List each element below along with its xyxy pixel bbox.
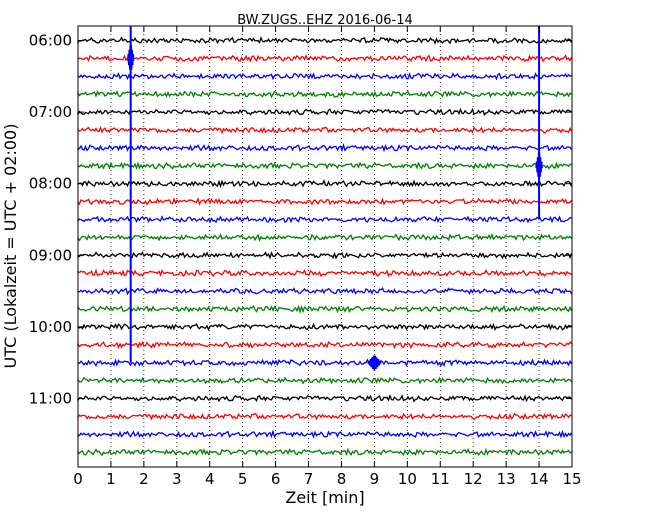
trace-line [77,35,573,45]
trace-line [77,142,573,153]
grid-lines [110,26,540,467]
trace-line [77,287,573,296]
y-tick-label: 10:00 [29,318,72,336]
trace-line [77,250,573,260]
y-tick-label: 08:00 [29,175,72,193]
x-tick-label: 8 [337,470,347,488]
trace-line [77,447,572,457]
trace-line [77,179,573,189]
x-tick-label: 0 [73,470,83,488]
x-axis-label: Zeit [min] [285,488,364,507]
trace-line [77,54,573,63]
x-tick-label: 3 [172,470,182,488]
x-axis: 0 1 2 3 4 5 6 7 8 9 10 11 12 13 14 15 [73,26,582,488]
x-tick-label: 5 [238,470,248,488]
x-tick-label: 1 [106,470,116,488]
x-tick-label: 6 [271,470,281,488]
event-burst [367,355,382,371]
event-burst [535,152,543,182]
x-tick-label: 15 [562,470,581,488]
trace-line [77,429,573,439]
event-burst [126,45,135,74]
chart-title: BW.ZUGS..EHZ 2016-06-14 [237,13,413,28]
y-tick-label: 06:00 [29,32,72,50]
x-tick-label: 10 [398,470,417,488]
trace-line [77,412,572,421]
trace-line [77,340,572,350]
trace-series [77,35,573,457]
x-tick-label: 12 [464,470,483,488]
x-tick-label: 13 [497,470,516,488]
x-tick-label: 11 [431,470,450,488]
trace-line [77,232,573,242]
trace-line [77,161,572,170]
x-tick-label: 2 [139,470,149,488]
trace-line [77,358,573,368]
y-axis-label: UTC (Lokalzeit = UTC + 02:00) [1,124,20,369]
y-axis: 06:00 07:00 08:00 09:00 10:00 11:00 [29,32,572,408]
y-tick-label: 11:00 [29,390,72,408]
x-tick-label: 7 [304,470,314,488]
trace-line [77,376,573,385]
trace-line [77,215,572,224]
x-tick-label: 9 [370,470,380,488]
trace-line [77,90,572,99]
trace-line [77,107,572,117]
trace-line [77,304,573,315]
trace-line [77,322,572,332]
trace-line [77,125,573,135]
trace-line [77,72,572,81]
plot-frame [77,25,573,468]
trace-line [77,197,573,206]
trace-line [77,268,572,278]
y-tick-label: 07:00 [29,103,72,121]
y-tick-label: 09:00 [29,246,72,264]
x-tick-label: 14 [530,470,549,488]
seismic-events [126,26,543,371]
trace-line [77,394,573,403]
x-tick-label: 4 [205,470,215,488]
